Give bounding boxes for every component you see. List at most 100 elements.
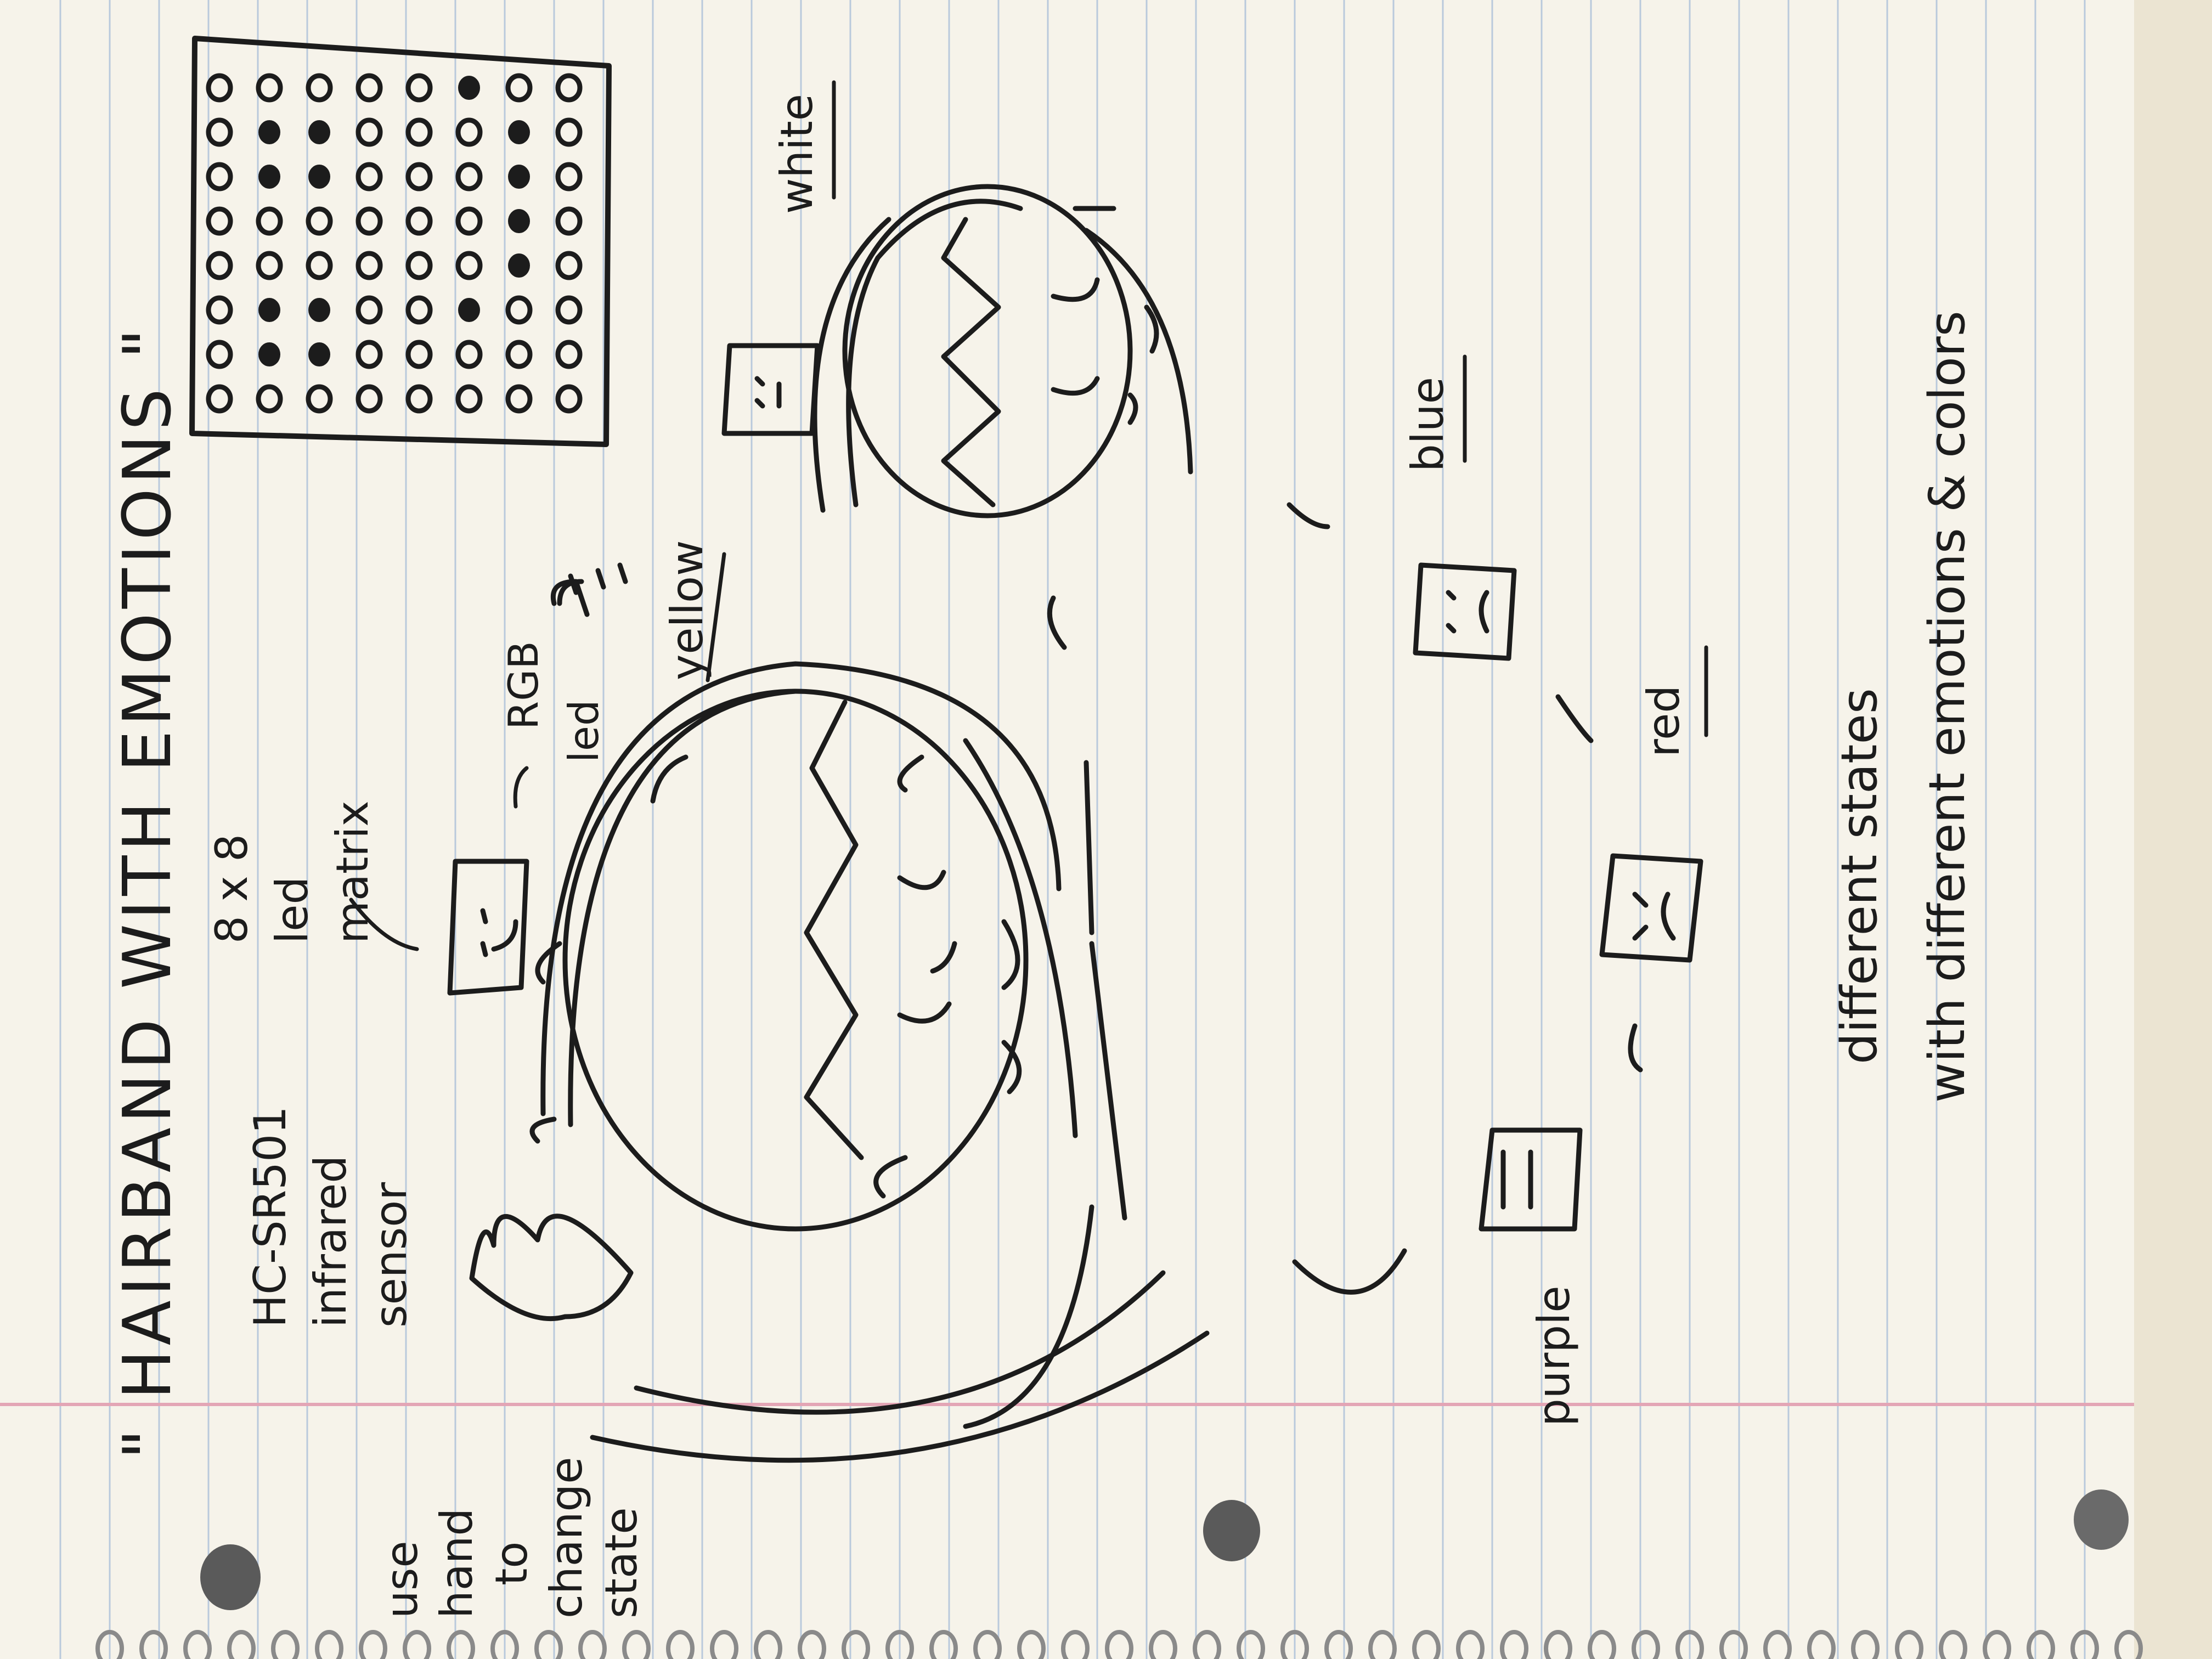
- matrix-label: 8 x 8 led matrix: [206, 800, 378, 944]
- rgb-label-led: led: [560, 699, 608, 763]
- note-line-1: different states: [1831, 688, 1888, 1064]
- spiral-coil: [710, 1630, 738, 1659]
- matrix-dot-off: [555, 340, 583, 369]
- matrix-dot-off: [505, 295, 533, 325]
- spiral-coil: [798, 1630, 826, 1659]
- emotion-box-purple: [1479, 1127, 1583, 1232]
- state-cycle-arrows: [1047, 502, 1643, 1295]
- spiral-coil: [754, 1630, 782, 1659]
- matrix-dot-on: [508, 253, 530, 278]
- matrix-dot-off: [405, 117, 433, 147]
- matrix-dot-off: [455, 384, 483, 414]
- spiral-coil: [929, 1630, 958, 1659]
- label-red: red: [1638, 685, 1689, 757]
- spiral-coil: [1237, 1630, 1265, 1659]
- spiral-coil: [842, 1630, 870, 1659]
- matrix-dot-off: [455, 340, 483, 369]
- spiral-coil: [1456, 1630, 1485, 1659]
- matrix-dot-on: [458, 76, 480, 100]
- matrix-dot-off: [256, 251, 283, 280]
- sensor-label-type: infrared: [305, 1155, 356, 1328]
- matrix-dot-on: [508, 120, 530, 144]
- emotion-box-red: [1599, 853, 1703, 963]
- matrix-dot-off: [306, 206, 333, 236]
- note-line-2: with different emotions & colors: [1918, 311, 1976, 1103]
- matrix-dot-off: [555, 251, 583, 280]
- matrix-dot-off: [455, 162, 483, 191]
- matrix-dot-on: [508, 209, 530, 233]
- matrix-dot-off: [405, 162, 433, 191]
- matrix-dot-off: [256, 73, 283, 103]
- spiral-coil: [578, 1630, 607, 1659]
- spiral-coil: [183, 1630, 212, 1659]
- spiral-coil: [271, 1630, 300, 1659]
- matrix-dot-off: [405, 73, 433, 103]
- matrix-dot-off: [356, 251, 383, 280]
- matrix-dot-off: [356, 162, 383, 191]
- spiral-coil: [1324, 1630, 1353, 1659]
- spiral-coil: [1412, 1630, 1441, 1659]
- matrix-dot-off: [555, 162, 583, 191]
- page-edge: [2134, 0, 2212, 1659]
- matrix-pointer: [349, 898, 419, 951]
- spiral-coil: [1544, 1630, 1572, 1659]
- spiral-coil: [973, 1630, 1002, 1659]
- spiral-coil: [1807, 1630, 1836, 1659]
- matrix-dot-off: [405, 340, 433, 369]
- matrix-dot-on: [258, 298, 280, 322]
- spiral-coil: [1588, 1630, 1616, 1659]
- matrix-dot-on: [308, 165, 330, 189]
- matrix-dot-on: [308, 342, 330, 366]
- hand-label-change: change: [541, 1457, 592, 1618]
- label-purple: purple: [1528, 1285, 1579, 1426]
- label-white: white: [771, 94, 822, 214]
- spiral-coil: [1719, 1630, 1748, 1659]
- rgb-label: RGB led: [499, 641, 608, 763]
- matrix-dot-on: [258, 165, 280, 189]
- spiral-coil: [1105, 1630, 1133, 1659]
- matrix-dot-off: [405, 295, 433, 325]
- hand-label-hand: hand: [431, 1508, 482, 1618]
- matrix-dot-off: [206, 162, 233, 191]
- spiral-coil: [622, 1630, 651, 1659]
- small-head-drawing: [721, 184, 1193, 518]
- large-head-drawing: [447, 562, 1210, 1463]
- spiral-coil: [1280, 1630, 1309, 1659]
- label-blue: blue: [1402, 377, 1453, 472]
- matrix-dot-off: [356, 206, 383, 236]
- rgb-label-rgb: RGB: [499, 641, 548, 730]
- underline-yellow: [706, 552, 726, 682]
- matrix-dot-off: [306, 73, 333, 103]
- matrix-dot-off: [455, 117, 483, 147]
- spiral-coil: [1939, 1630, 1967, 1659]
- spiral-coil: [1193, 1630, 1221, 1659]
- matrix-dot-off: [555, 73, 583, 103]
- hand-label-use: use: [376, 1541, 427, 1618]
- matrix-dot-off: [505, 384, 533, 414]
- rgb-pointer: [513, 766, 529, 809]
- spiral-coil: [227, 1630, 256, 1659]
- matrix-dot-off: [306, 251, 333, 280]
- spiral-coil: [1368, 1630, 1397, 1659]
- spiral-coil: [490, 1630, 519, 1659]
- spiral-coil: [1061, 1630, 1090, 1659]
- matrix-dot-off: [356, 295, 383, 325]
- spiral-coil: [315, 1630, 343, 1659]
- matrix-dot-off: [356, 384, 383, 414]
- matrix-dot-off: [555, 295, 583, 325]
- spiral-coil: [2114, 1630, 2143, 1659]
- matrix-dot-off: [555, 384, 583, 414]
- paper-sheet: [0, 0, 2134, 1659]
- matrix-dot-on: [258, 342, 280, 366]
- matrix-dot-off: [455, 251, 483, 280]
- matrix-dot-off: [405, 384, 433, 414]
- label-yellow: yellow: [662, 540, 713, 680]
- matrix-dot-on: [458, 298, 480, 322]
- matrix-dot-off: [206, 295, 233, 325]
- matrix-dot-off: [206, 340, 233, 369]
- matrix-dot-on: [508, 165, 530, 189]
- matrix-dot-off: [555, 206, 583, 236]
- matrix-dot-off: [206, 73, 233, 103]
- matrix-dot-off: [405, 206, 433, 236]
- matrix-dot-off: [256, 206, 283, 236]
